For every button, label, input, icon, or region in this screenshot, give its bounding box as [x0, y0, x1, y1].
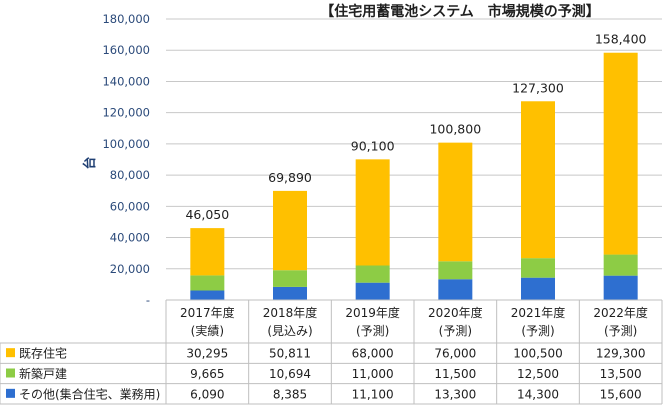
bar-segment: [273, 270, 307, 287]
category-sublabel: (予測): [439, 324, 472, 338]
bar-segment: [355, 159, 390, 266]
bar-segment: [273, 190, 307, 271]
bar-segment: [603, 52, 638, 255]
y-tick-label: 80,000: [110, 168, 150, 182]
category-sublabel: (予測): [356, 324, 389, 338]
table-cell: 11,100: [352, 387, 394, 401]
table-cell: 12,500: [517, 367, 559, 381]
table-cell: 30,295: [186, 347, 228, 361]
bar-segment: [603, 254, 638, 276]
total-label: 100,800: [429, 122, 481, 137]
legend-swatch: [6, 348, 15, 358]
legend-swatch: [6, 388, 15, 398]
bar-segment: [355, 265, 390, 283]
y-tick-label: 160,000: [102, 43, 150, 57]
y-tick-label: 40,000: [110, 231, 150, 245]
table-cell: 11,500: [434, 367, 476, 381]
legend-swatch: [6, 368, 15, 378]
bar-segment: [521, 258, 555, 278]
category-label: 2017年度: [180, 305, 235, 320]
bar-segment: [521, 277, 555, 300]
table-cell: 13,500: [600, 367, 642, 381]
chart-title: 【住宅用蓄電池システム 市場規模の予測】: [320, 3, 600, 20]
table-cell: 129,300: [596, 347, 646, 361]
bar-segment: [438, 279, 473, 300]
category-label: 2018年度: [263, 305, 318, 320]
bar-segment: [190, 228, 225, 276]
total-label: 46,050: [185, 207, 229, 222]
y-tick-label: 60,000: [110, 199, 150, 213]
data-table: 2017年度 (実績) 2018年度 (見込み) 2019年度 (予測) 2020年度 (予測…: [0, 299, 663, 405]
legend-label: 既存住宅: [19, 346, 67, 361]
category-sublabel: (実績): [191, 323, 224, 338]
table-cell: 100,500: [513, 347, 563, 361]
legend-label: 新築戸建: [19, 366, 67, 381]
category-sublabel: (見込み): [267, 324, 312, 338]
table-cell: 15,600: [600, 387, 642, 401]
bar-segment: [438, 142, 473, 262]
bar-segment: [273, 286, 307, 300]
table-cell: 76,000: [434, 347, 476, 361]
y-axis-ticks: - 20,000 40,000 60,000 80,000 100,000 120,000 1…: [102, 12, 150, 307]
table-cell: 8,385: [273, 387, 307, 401]
bar-segment: [355, 282, 390, 300]
table-cell: 13,300: [434, 387, 476, 401]
y-tick-label: 120,000: [102, 106, 150, 120]
bar-segment: [190, 275, 225, 291]
table-cell: 10,694: [269, 367, 311, 381]
table-cell: 9,665: [190, 367, 224, 381]
legend-label: その他(集合住宅、業務用): [19, 386, 160, 401]
category-sublabel: (予測): [604, 324, 637, 338]
table-cell: 14,300: [517, 387, 559, 401]
bar-segment: [521, 101, 555, 259]
y-tick-label: 20,000: [110, 262, 150, 276]
total-label: 127,300: [512, 80, 564, 95]
category-sublabel: (予測): [521, 324, 554, 338]
category-label: 2020年度: [428, 305, 483, 320]
table-cell: 6,090: [190, 387, 224, 401]
total-label: 90,100: [351, 138, 395, 153]
y-tick-label: 100,000: [102, 137, 150, 151]
bar-segment: [438, 261, 473, 280]
table-cell: 68,000: [352, 347, 394, 361]
category-label: 2021年度: [511, 305, 566, 320]
bars: [190, 52, 638, 300]
total-labels: 46,050 69,890 90,100 100,800 127,300 158,400: [185, 32, 646, 222]
bar-segment: [190, 290, 225, 300]
gridlines: [166, 18, 662, 270]
table-cell: 50,811: [269, 347, 311, 361]
bar-segment: [603, 275, 638, 300]
y-axis-label: 台: [82, 156, 98, 169]
total-label: 158,400: [595, 32, 647, 47]
y-tick-label: 180,000: [102, 12, 150, 26]
category-label: 2022年度: [593, 305, 648, 320]
y-tick-label: 140,000: [102, 74, 150, 88]
table-cell: 11,000: [352, 367, 394, 381]
total-label: 69,890: [268, 170, 312, 185]
category-label: 2019年度: [345, 305, 400, 320]
y-tick-label: -: [146, 293, 150, 307]
